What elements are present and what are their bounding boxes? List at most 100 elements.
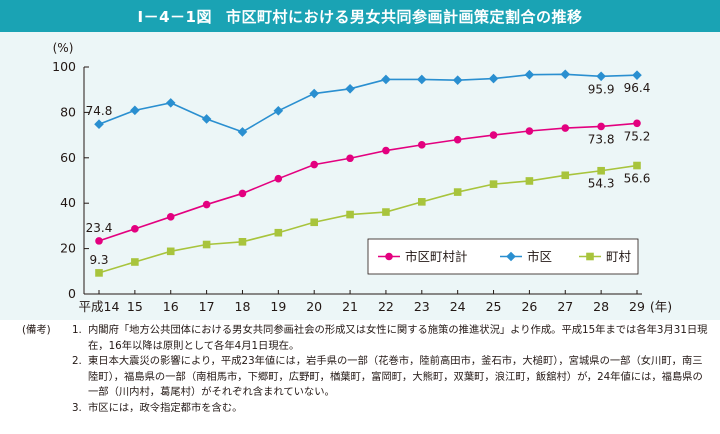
data-point: [131, 225, 139, 233]
data-point: [417, 74, 427, 85]
x-tick-label: 21: [342, 299, 358, 314]
line-chart: 0 20 40 60 80 100 (%) 平成14 15 16 17 18 19 20 21 22 23 24 2…: [52, 41, 672, 314]
data-label: 23.4: [86, 221, 113, 235]
y-tick-label: 20: [60, 241, 76, 256]
data-point: [345, 83, 355, 94]
y-axis-unit: (%): [53, 41, 74, 55]
x-tick-label: 25: [486, 299, 502, 314]
note-text: 内閣府「地方公共団体における男女共同参画社会の形成又は女性に関する施策の推進状況…: [88, 324, 708, 352]
x-tick-label: 15: [127, 299, 143, 314]
figure-number: I－4－1図: [137, 7, 212, 26]
data-point: [525, 177, 534, 185]
series-line-3: [98, 164, 638, 274]
y-tick-label: 100: [52, 59, 76, 74]
data-label: 75.2: [624, 129, 651, 143]
y-tick-label: 40: [60, 195, 76, 210]
x-tick-label: 18: [235, 299, 251, 314]
data-point: [418, 198, 426, 206]
data-point: [274, 174, 283, 183]
data-label: 96.4: [624, 81, 651, 95]
x-tick-label: 16: [163, 299, 179, 314]
figure-title: 市区町村における男女共同参画計画策定割合の推移: [225, 7, 583, 26]
note-number: 2.: [72, 355, 82, 367]
x-tick-label: 28: [593, 299, 609, 314]
note-text: 市区には，政令指定都市を含む。: [88, 401, 243, 414]
note-item-1: (備考) 1. 内閣府「地方公共団体における男女共同参画社会の形成又は女性に関す…: [22, 323, 712, 354]
x-tick-label: 平成14: [79, 299, 120, 314]
data-point: [597, 122, 605, 131]
y-tick-label: 0: [68, 286, 76, 301]
data-point: [452, 75, 463, 85]
data-point: [202, 240, 211, 249]
note-item-3: 3. 市区には，政令指定都市を含む。: [22, 401, 712, 417]
note-number: 1.: [72, 324, 82, 336]
data-point: [560, 69, 571, 80]
data-point: [237, 127, 248, 137]
x-tick-label: 20: [306, 299, 322, 314]
data-label: 73.8: [588, 132, 615, 146]
x-tick-label: 17: [199, 299, 215, 314]
x-tick-label: 24: [450, 299, 466, 314]
data-point: [346, 154, 354, 163]
data-point: [381, 74, 391, 85]
legend-label: 町村: [606, 249, 632, 264]
data-point: [201, 114, 212, 124]
legend-label: 市区町村計: [405, 249, 468, 264]
data-point: [95, 237, 103, 245]
x-tick-label: 29: [629, 299, 645, 314]
data-point: [525, 127, 534, 135]
note-text: 東日本大震災の影響により，平成23年値には，岩手県の一部（花巻市，陸前高田市，釜…: [88, 355, 703, 398]
data-point: [453, 135, 462, 144]
data-point: [274, 228, 283, 237]
data-label: 54.3: [588, 177, 615, 191]
x-tick-label: 26: [521, 299, 537, 314]
data-point: [596, 71, 606, 82]
data-point: [489, 180, 498, 188]
y-tick-label: 80: [60, 104, 76, 119]
x-tick-label: 22: [378, 299, 394, 314]
data-point: [310, 218, 318, 227]
x-tick-label: 27: [557, 299, 573, 314]
note-item-2: 2. 東日本大震災の影響により，平成23年値には，岩手県の一部（花巻市，陸前高田…: [22, 354, 712, 401]
legend-label: 市区: [527, 249, 552, 264]
data-point: [382, 208, 390, 216]
data-point: [561, 171, 570, 180]
data-point: [489, 131, 498, 139]
legend-swatch-marker: [586, 252, 594, 261]
data-point: [346, 210, 354, 219]
data-point: [309, 88, 319, 99]
data-point: [561, 124, 570, 132]
data-point: [524, 69, 535, 80]
data-point: [202, 200, 211, 209]
note-number: 3.: [72, 401, 82, 414]
data-label: 9.3: [89, 253, 108, 267]
legend-swatch-marker: [385, 252, 393, 261]
data-point: [453, 188, 462, 196]
data-point: [633, 161, 641, 170]
data-point: [273, 106, 284, 116]
data-label: 74.8: [86, 104, 113, 118]
figure-title-bar: I－4－1図 市区町村における男女共同参画計画策定割合の推移: [0, 0, 720, 32]
y-tick-label: 60: [60, 150, 76, 165]
x-tick-label: 19: [270, 299, 286, 314]
data-point: [238, 189, 247, 198]
x-tick-label: 23: [414, 299, 430, 314]
data-point: [488, 73, 499, 84]
data-point: [130, 105, 140, 116]
data-point: [238, 237, 247, 246]
data-label: 95.9: [588, 82, 615, 96]
notes-tag: (備考): [22, 324, 51, 336]
data-point: [166, 247, 175, 256]
data-point: [165, 98, 176, 108]
data-point: [94, 119, 104, 130]
data-point: [597, 166, 605, 175]
data-point: [95, 269, 103, 277]
data-point: [166, 213, 175, 221]
data-point: [632, 70, 642, 80]
data-point: [131, 258, 139, 266]
series-line-2: [98, 73, 638, 133]
data-label: 56.6: [624, 172, 651, 186]
data-point: [418, 141, 426, 149]
data-point: [633, 119, 641, 128]
data-point: [382, 146, 390, 155]
